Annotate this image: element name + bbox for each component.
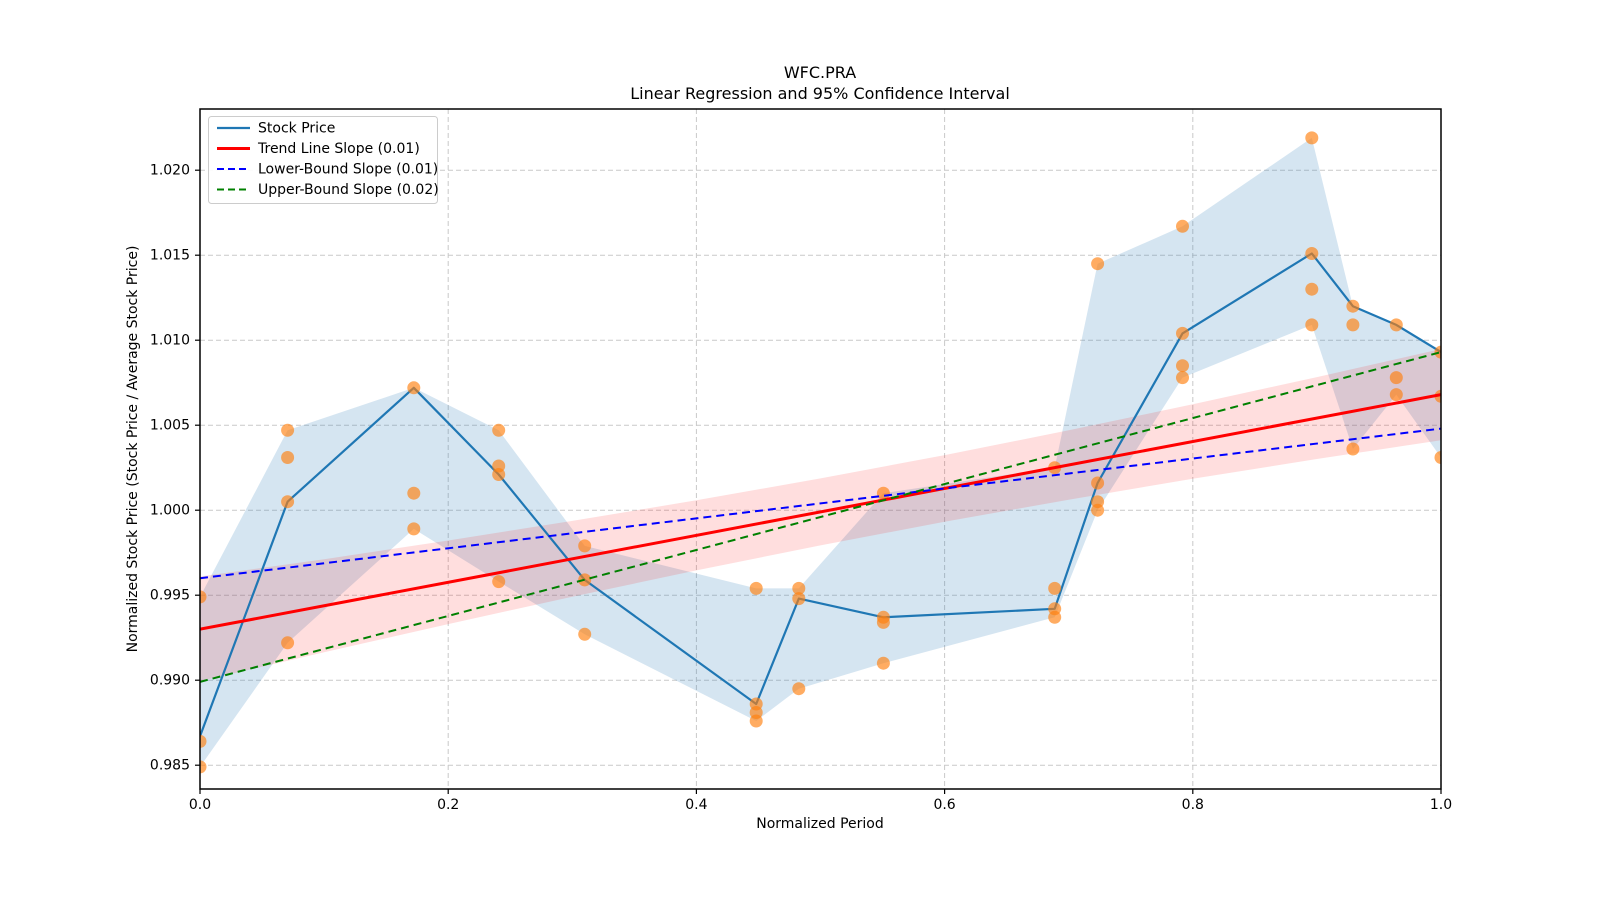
scatter-point	[1346, 299, 1360, 313]
y-axis-label: Normalized Stock Price (Stock Price / Av…	[125, 246, 141, 653]
scatter-point	[876, 656, 890, 670]
y-tick-label: 1.020	[150, 163, 190, 179]
y-tick-label: 0.995	[150, 588, 190, 604]
x-tick-label: 0.0	[189, 797, 211, 813]
plot-border	[199, 108, 1442, 790]
scatter-point	[1048, 581, 1062, 595]
scatter-point	[281, 495, 295, 509]
scatter-point	[1389, 371, 1403, 385]
legend-box	[208, 116, 438, 204]
series	[200, 131, 1441, 774]
scatter-point	[1389, 318, 1403, 332]
scatter-point	[1305, 247, 1319, 260]
scatter-point	[578, 627, 592, 641]
confidence-interval-band	[200, 349, 1441, 682]
scatter-point	[407, 486, 421, 500]
scatter-point	[281, 451, 295, 464]
scatter-point	[578, 539, 592, 553]
scatter-point	[492, 423, 506, 437]
y-tick-label: 1.010	[150, 333, 190, 349]
y-tick-label: 1.015	[150, 248, 190, 264]
y-tick-label: 0.990	[150, 673, 190, 689]
scatter-point	[492, 575, 506, 589]
x-axis-label: Normalized Period	[756, 816, 884, 832]
scatter-point	[1048, 610, 1062, 624]
scatter-point	[749, 714, 763, 728]
x-tick-label: 0.6	[933, 797, 955, 813]
legend-label-stock-price: Stock Price	[258, 121, 335, 137]
legend-label-upper-bound: Upper-Bound Slope (0.02)	[258, 182, 439, 198]
stock-price-range-band	[200, 137, 1441, 767]
scatter-point	[1389, 388, 1403, 402]
chart-subtitle: Linear Regression and 95% Confidence Int…	[630, 84, 1010, 103]
x-tick-label: 1.0	[1430, 797, 1452, 813]
scatter-point	[1091, 257, 1105, 271]
scatter-point	[200, 734, 207, 748]
scatter-point	[492, 468, 506, 481]
scatter-point	[792, 682, 806, 696]
scatter-point	[1305, 318, 1319, 332]
x-tick-label: 0.8	[1182, 797, 1204, 813]
scatter-point	[1176, 326, 1189, 340]
scatter-point	[792, 581, 806, 595]
scatter-point	[1346, 442, 1360, 456]
scatter-point	[281, 636, 295, 650]
series-line-upper-bound-slope-0-02-	[200, 351, 1441, 683]
scatter-point	[407, 381, 421, 395]
series-line-trend-line-slope-0-01-	[200, 393, 1441, 631]
y-tick-label: 0.985	[150, 758, 190, 774]
scatter-point	[792, 592, 806, 606]
scatter-point	[1305, 131, 1319, 145]
scatter-point	[407, 522, 421, 536]
series-line-lower-bound-slope-0-01-	[200, 427, 1441, 580]
legend: Stock Price Trend Line Slope (0.01) Lowe…	[208, 116, 439, 204]
scatter-point	[1434, 451, 1441, 464]
axis-ticks: 0.0 0.2 0.4 0.6 0.8 1.0 0.985 0.990 0.995 1.000 1.…	[150, 163, 1452, 813]
scatter-point	[1176, 219, 1189, 233]
scatter-point	[1305, 282, 1319, 296]
scatter-point	[1176, 371, 1189, 385]
scatter-point	[876, 615, 890, 629]
legend-label-lower-bound: Lower-Bound Slope (0.01)	[258, 162, 438, 178]
scatter-point	[281, 423, 295, 437]
scatter-point	[200, 760, 207, 774]
chart-title: WFC.PRA	[784, 63, 856, 82]
bands	[200, 137, 1441, 767]
scatter-point	[749, 581, 763, 595]
scatter-point	[1176, 359, 1189, 373]
scatter-point	[1091, 503, 1105, 517]
x-tick-label: 0.2	[437, 797, 459, 813]
scatter-point	[1091, 476, 1105, 490]
scatter-point	[1346, 318, 1360, 332]
y-tick-label: 1.000	[150, 503, 190, 519]
scatter-point	[200, 590, 207, 604]
scatter-point	[876, 486, 890, 500]
x-tick-label: 0.4	[685, 797, 707, 813]
legend-label-trend: Trend Line Slope (0.01)	[257, 141, 420, 157]
y-tick-label: 1.005	[150, 418, 190, 434]
